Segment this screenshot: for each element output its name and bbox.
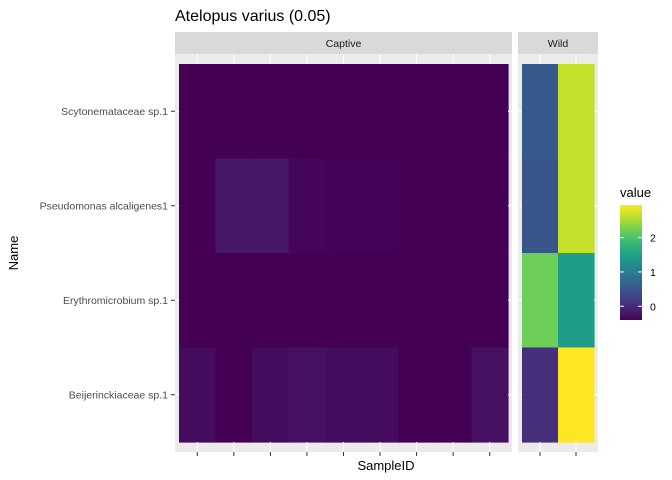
heatmap-tile [179,253,217,349]
heatmap-tile [288,64,326,160]
heatmap-tile [434,347,473,443]
heatmap-tile [522,253,559,349]
heatmap-tile [522,158,559,254]
heatmap-tile [215,253,253,349]
y-tick-label: Erythromicrobium sp.1 [63,295,168,307]
heatmap-tile [325,64,363,160]
heatmap-tile [215,347,253,443]
facet-label-wild: Wild [548,38,569,50]
heatmap-tile [471,158,509,254]
heatmap-tile [558,158,595,254]
facet-label-captive: Captive [326,38,362,50]
heatmap-tile [252,158,290,254]
facet-strip-wild [518,32,598,54]
heatmap-tile [471,347,509,443]
legend-label: 1 [650,267,656,279]
heatmap-tile [558,347,595,443]
legend-title: value [620,185,651,200]
heatmap-tile [215,158,253,254]
legend-colorbar [620,205,642,320]
legend-label: 2 [650,233,656,245]
x-axis-title: SampleID [357,458,414,473]
heatmap-tile [179,158,217,254]
heatmap-tile [252,253,290,349]
y-tick-label: Beijerinckiaceae sp.1 [69,389,168,401]
heatmap-tile [558,253,595,349]
heatmap-tile [179,64,217,160]
heatmap-tile [522,64,559,160]
heatmap-tile [434,253,473,349]
heatmap-tile [179,347,217,443]
chart-title: Atelopus varius (0.05) [175,8,331,25]
heatmap-tile [288,158,326,254]
heatmap-tile [325,253,363,349]
heatmap-tile [471,64,509,160]
heatmap-tile [325,347,363,443]
heatmap-tile [361,64,399,160]
heatmap-tile [288,347,326,443]
heatmap-tile [252,347,290,443]
facet-strip-captive [175,32,512,54]
heatmap-tile [398,347,436,443]
heatmap-tile [398,64,436,160]
y-tick-label: Pseudomonas alcaligenes1 [40,200,169,212]
y-tick-label: Scytonemataceae sp.1 [61,106,168,118]
heatmap-tile [398,253,436,349]
heatmap-tile [361,253,399,349]
y-axis-title: Name [6,236,21,271]
heatmap-tile [215,64,253,160]
heatmap-tile [361,158,399,254]
heatmap-tile [434,64,473,160]
heatmap-tile [361,347,399,443]
heatmap-tile [252,64,290,160]
heatmap-tile [325,158,363,254]
heatmap-tile [434,158,473,254]
heatmap-tile [471,253,509,349]
heatmap-tile [288,253,326,349]
color-legend: value 0 1 2 [620,185,656,320]
legend-label: 0 [650,301,656,313]
heatmap-tile [522,347,559,443]
heatmap-tile [558,64,595,160]
heatmap-tile [398,158,436,254]
